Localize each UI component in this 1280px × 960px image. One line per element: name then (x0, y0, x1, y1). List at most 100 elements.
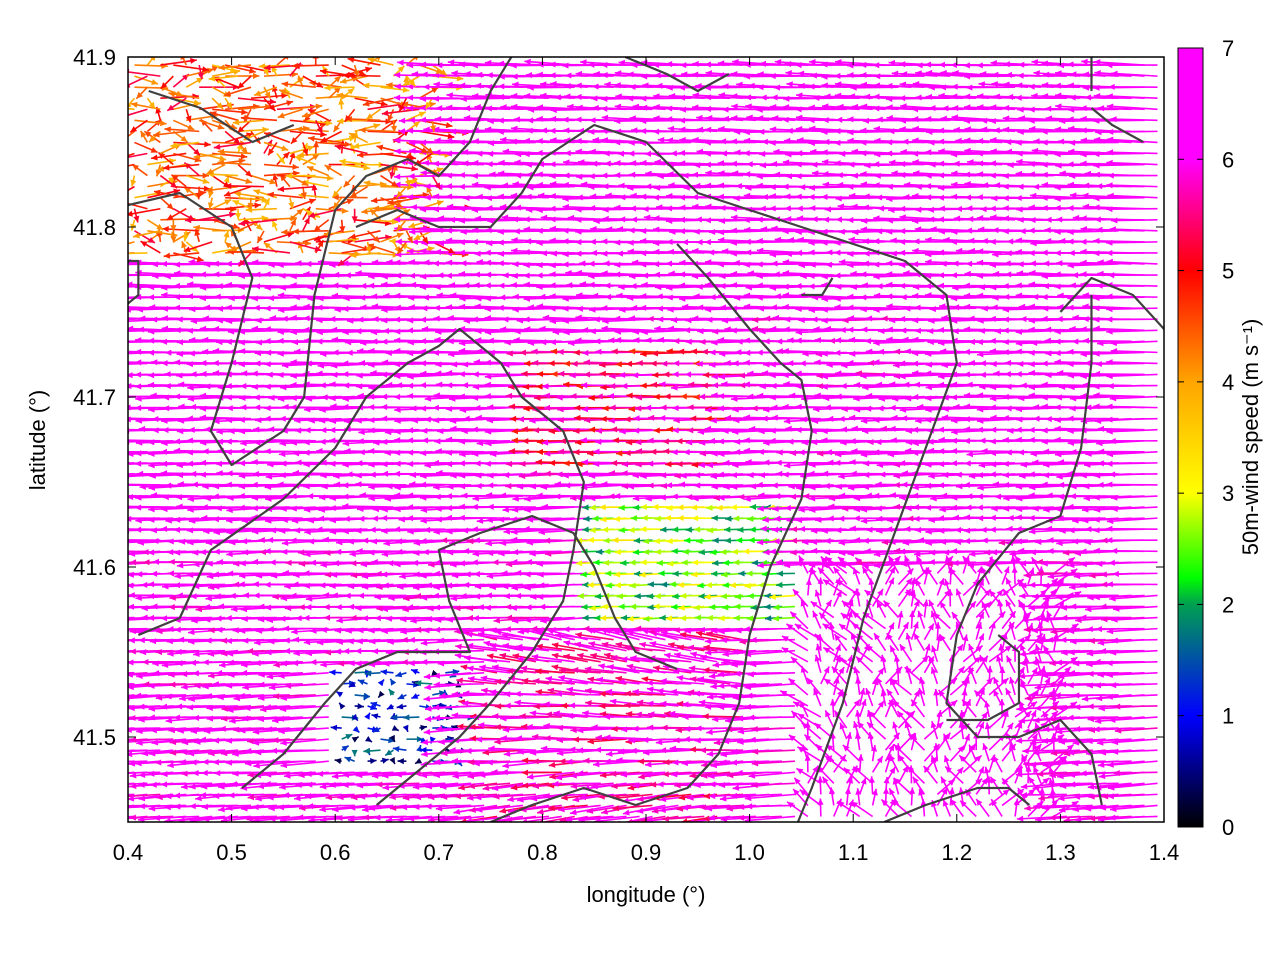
wind-arrowhead (1051, 799, 1059, 807)
wind-arrowhead (128, 760, 136, 767)
wind-arrowhead (888, 744, 894, 752)
wind-arrowhead (178, 816, 185, 822)
wind-arrowhead (491, 785, 499, 792)
wind-arrowhead (604, 758, 611, 765)
wind-arrowhead (486, 759, 493, 766)
wind-arrow (437, 638, 485, 642)
wind-arrowhead (930, 755, 937, 763)
wind-arrowhead (151, 739, 159, 746)
wind-arrowhead (96, 506, 102, 512)
wind-arrowhead (280, 739, 287, 746)
wind-arrowhead (458, 784, 465, 791)
wind-arrow (1020, 793, 1067, 796)
wind-arrowhead (1113, 769, 1120, 777)
wind-arrowhead (672, 759, 679, 766)
wind-arrowhead (84, 784, 91, 790)
wind-arrowhead (362, 806, 369, 813)
wind-arrow (280, 738, 329, 745)
wind-arrow (736, 771, 782, 774)
wind-arrowhead (532, 783, 540, 790)
wind-arrow (744, 815, 795, 822)
wind-arrow (1022, 749, 1067, 752)
wind-arrow (128, 638, 135, 641)
wind-arrow (181, 749, 226, 754)
wind-arrowhead (212, 759, 219, 766)
wind-arrow (168, 727, 213, 732)
wind-arrow (452, 771, 498, 778)
wind-arrowhead (620, 771, 628, 778)
wind-arrow (612, 804, 653, 810)
wind-arrow (265, 727, 316, 731)
wind-arrowhead (109, 616, 115, 622)
wind-arrowhead (449, 747, 456, 754)
wind-arrowhead (425, 803, 432, 810)
wind-arrowhead (128, 482, 129, 489)
wind-arrowhead (681, 804, 689, 811)
wind-arrowhead (257, 783, 265, 790)
wind-arrow (264, 782, 316, 785)
wind-arrow (747, 716, 795, 719)
wind-arrowhead (1054, 722, 1061, 730)
wind-arrowhead (1071, 760, 1079, 767)
wind-arrowhead (848, 799, 854, 807)
wind-arrowhead (381, 757, 389, 764)
wind-arrowhead (1033, 803, 1040, 810)
wind-arrowhead (587, 738, 594, 745)
wind-arrowhead (320, 816, 327, 822)
wind-arrowhead (708, 793, 716, 800)
wind-arrowhead (1099, 749, 1107, 756)
wind-arrowhead (101, 759, 107, 765)
wind-arrowhead (561, 794, 568, 801)
wind-arrowhead (199, 792, 206, 799)
wind-arrowhead (330, 724, 338, 731)
wind-arrowhead (109, 515, 115, 521)
wind-arrowhead (591, 783, 598, 790)
wind-arrowhead (548, 761, 556, 768)
wind-arrowhead (428, 816, 435, 822)
wind-arrowhead (968, 744, 975, 752)
wind-arrowhead (642, 749, 650, 756)
wind-arrowhead (491, 769, 498, 776)
wind-arrow (296, 815, 342, 819)
wind-arrowhead (173, 792, 181, 799)
wind-arrowhead (902, 765, 909, 773)
wind-arrow (433, 683, 485, 686)
wind-arrowhead (1047, 781, 1054, 788)
wind-arrowhead (247, 794, 255, 801)
wind-arrowhead (499, 807, 507, 814)
wind-arrowhead (521, 818, 528, 822)
wind-arrow (708, 815, 757, 819)
wind-arrowhead (368, 805, 376, 812)
wind-arrowhead (1035, 816, 1042, 822)
wind-arrowhead (203, 727, 211, 735)
wind-arrowhead (454, 793, 461, 800)
wind-arrowhead (252, 739, 260, 746)
wind-arrowhead (659, 806, 666, 814)
wind-arrowhead (1031, 733, 1038, 741)
wind-arrowhead (732, 784, 740, 791)
wind-arrowhead (1049, 772, 1056, 779)
wind-arrowhead (1109, 814, 1116, 821)
wind-arrowhead (705, 805, 713, 812)
wind-arrowhead (976, 799, 983, 806)
wind-arrowhead (876, 756, 883, 764)
wind-arrow (1036, 771, 1080, 776)
wind-arrowhead (657, 781, 664, 788)
wind-arrowhead (645, 761, 652, 768)
wind-arrow (128, 716, 135, 719)
wind-arrowhead (460, 818, 467, 822)
wind-arrow (128, 760, 135, 763)
wind-arrow (1049, 815, 1093, 819)
wind-arrow (1111, 638, 1158, 642)
wind-arrowhead (842, 744, 850, 752)
wind-arrow (322, 538, 368, 542)
wind-arrowhead (86, 640, 93, 646)
wind-arrowhead (87, 805, 93, 811)
wind-arrow (438, 815, 485, 822)
wind-arrow (1061, 572, 1106, 575)
wind-arrow (128, 484, 135, 487)
wind-arrowhead (84, 615, 90, 621)
wind-arrowhead (102, 606, 108, 612)
wind-arrowhead (521, 782, 529, 789)
wind-arrowhead (189, 783, 196, 790)
